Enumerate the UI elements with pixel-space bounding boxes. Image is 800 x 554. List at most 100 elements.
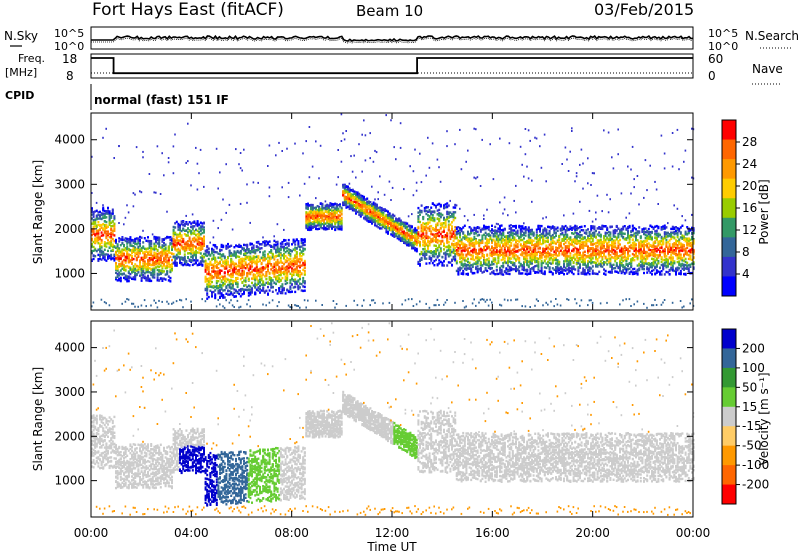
echo-cell <box>150 249 153 252</box>
echo-cell <box>115 257 117 260</box>
echo-cell <box>132 245 135 249</box>
echo-cell <box>107 242 109 245</box>
echo-cell <box>132 239 135 242</box>
echo-cell <box>252 181 255 184</box>
echo-cell <box>419 152 421 155</box>
echo-cell <box>132 277 135 281</box>
echo-cell <box>247 277 250 280</box>
echo-cell <box>174 226 177 229</box>
echo-cell <box>198 248 201 251</box>
echo-cell <box>259 281 261 284</box>
echo-cell <box>183 260 186 264</box>
echo-cell <box>124 300 127 303</box>
echo-cell <box>92 257 95 261</box>
echo-cell <box>159 277 162 280</box>
echo-cell <box>171 242 173 245</box>
echo-cell <box>139 260 141 264</box>
echo-cell <box>124 269 127 272</box>
echo-cell <box>345 130 347 132</box>
echo-cell <box>183 258 186 262</box>
echo-cell <box>115 238 117 242</box>
echo-cell <box>196 247 199 250</box>
echo-cell <box>118 259 121 262</box>
echo-cell <box>179 261 181 265</box>
echo-cell <box>119 269 122 272</box>
echo-cell <box>127 266 130 269</box>
echo-cell <box>163 270 165 273</box>
echo-cell <box>303 299 306 302</box>
echo-cell <box>361 304 363 307</box>
echo-cell <box>132 276 135 279</box>
echo-cell <box>428 244 431 247</box>
echo-cell <box>209 241 211 244</box>
echo-cell <box>451 227 453 231</box>
echo-cell <box>119 254 122 257</box>
echo-cell <box>105 242 108 245</box>
echo-cell <box>190 250 193 253</box>
echo-cell <box>191 213 194 216</box>
echo-cell <box>155 240 157 244</box>
echo-cell <box>126 280 129 283</box>
echo-cell <box>172 145 175 148</box>
echo-cell <box>207 247 210 250</box>
echo-cell <box>129 237 132 240</box>
echo-cell <box>175 233 178 236</box>
echo-cell <box>123 268 125 272</box>
echo-cell <box>179 224 181 227</box>
echo-cell <box>118 247 121 250</box>
echo-cell <box>156 238 159 242</box>
echo-cell <box>140 272 143 275</box>
echo-cell <box>268 240 271 243</box>
echo-cell <box>169 265 172 269</box>
echo-cell <box>196 223 199 227</box>
echo-cell <box>137 237 140 240</box>
echo-cell <box>428 228 431 231</box>
echo-cell <box>155 244 157 248</box>
echo-cell <box>342 132 344 135</box>
echo-cell <box>150 240 153 243</box>
echo-cell <box>191 228 194 231</box>
echo-cell <box>446 232 449 236</box>
echo-cell <box>94 220 97 223</box>
echo-cell <box>420 258 423 261</box>
echo-cell <box>438 254 441 257</box>
echo-cell <box>433 304 435 307</box>
echo-cell <box>127 271 130 275</box>
echo-cell <box>303 261 306 264</box>
echo-cell <box>182 224 185 227</box>
echo-cell <box>355 176 357 179</box>
echo-cell <box>206 248 209 251</box>
echo-cell <box>172 256 175 259</box>
echo-cell <box>425 262 428 265</box>
echo-cell <box>243 270 245 273</box>
echo-cell <box>438 208 441 212</box>
echo-cell <box>148 250 151 253</box>
echo-cell <box>103 241 106 244</box>
echo-cell <box>126 247 129 250</box>
echo-cell <box>177 252 180 255</box>
echo-cell <box>212 290 215 294</box>
echo-cell <box>172 229 175 233</box>
echo-cell <box>268 271 271 274</box>
echo-cell <box>281 242 284 246</box>
echo-cell <box>111 230 114 233</box>
echo-cell <box>107 256 109 259</box>
echo-cell <box>163 259 165 263</box>
echo-cell <box>167 157 170 159</box>
echo-cell <box>116 245 119 248</box>
echo-cell <box>198 237 201 240</box>
echo-cell <box>100 249 103 252</box>
echo-cell <box>369 157 371 160</box>
echo-cell <box>115 250 117 254</box>
echo-cell <box>143 262 146 265</box>
echo-cell <box>99 237 101 241</box>
echo-cell <box>175 264 178 267</box>
echo-cell <box>217 289 220 293</box>
echo-cell <box>156 242 159 245</box>
echo-cell <box>147 277 149 281</box>
echo-cell <box>129 248 132 252</box>
echo-cell <box>204 270 207 273</box>
echo-cell <box>379 175 381 178</box>
echo-cell <box>139 267 141 271</box>
echo-cell <box>159 269 162 272</box>
